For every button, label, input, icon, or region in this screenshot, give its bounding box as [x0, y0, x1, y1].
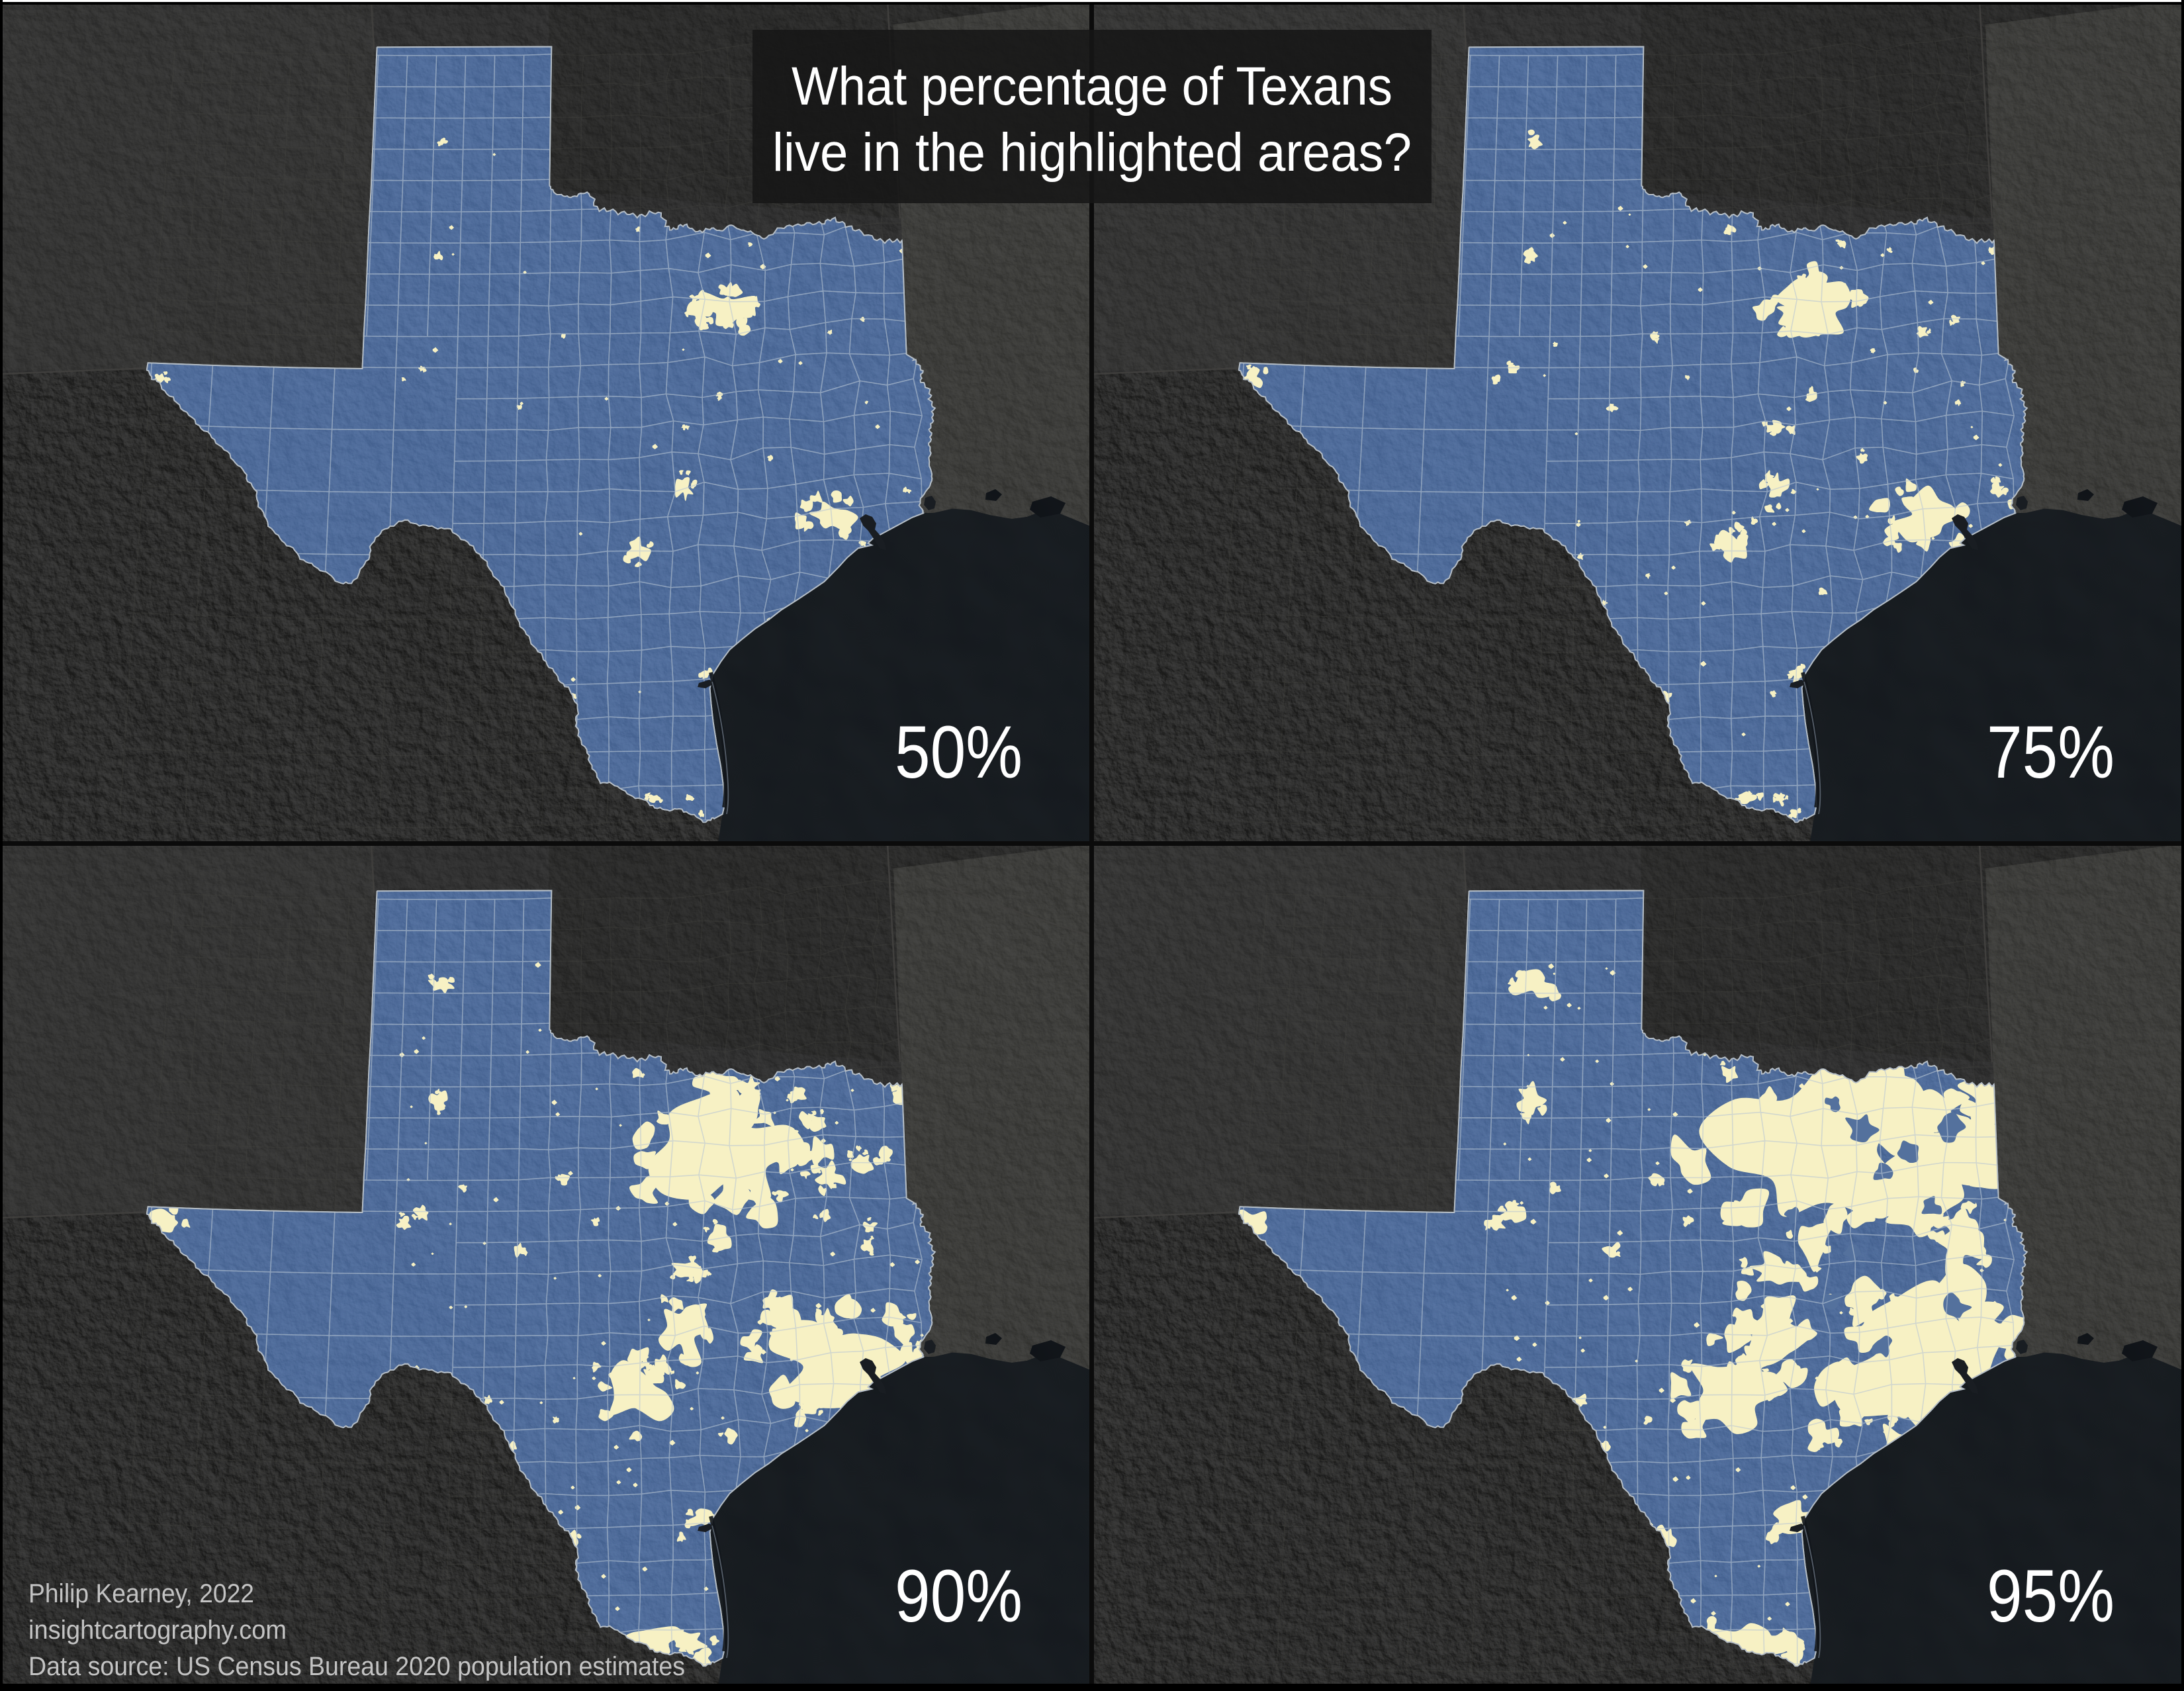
svg-text:insightcartography.com: insightcartography.com — [28, 1616, 287, 1645]
svg-text:Philip Kearney, 2022: Philip Kearney, 2022 — [28, 1579, 254, 1608]
svg-text:live in the highlighted areas?: live in the highlighted areas? — [772, 122, 1412, 183]
svg-text:95%: 95% — [1987, 1555, 2115, 1637]
svg-text:What percentage of Texans: What percentage of Texans — [792, 56, 1392, 116]
svg-text:90%: 90% — [895, 1555, 1023, 1637]
svg-text:Data source: US Census Bureau: Data source: US Census Bureau 2020 popul… — [28, 1652, 685, 1681]
svg-text:75%: 75% — [1987, 711, 2115, 794]
svg-text:50%: 50% — [895, 711, 1023, 794]
